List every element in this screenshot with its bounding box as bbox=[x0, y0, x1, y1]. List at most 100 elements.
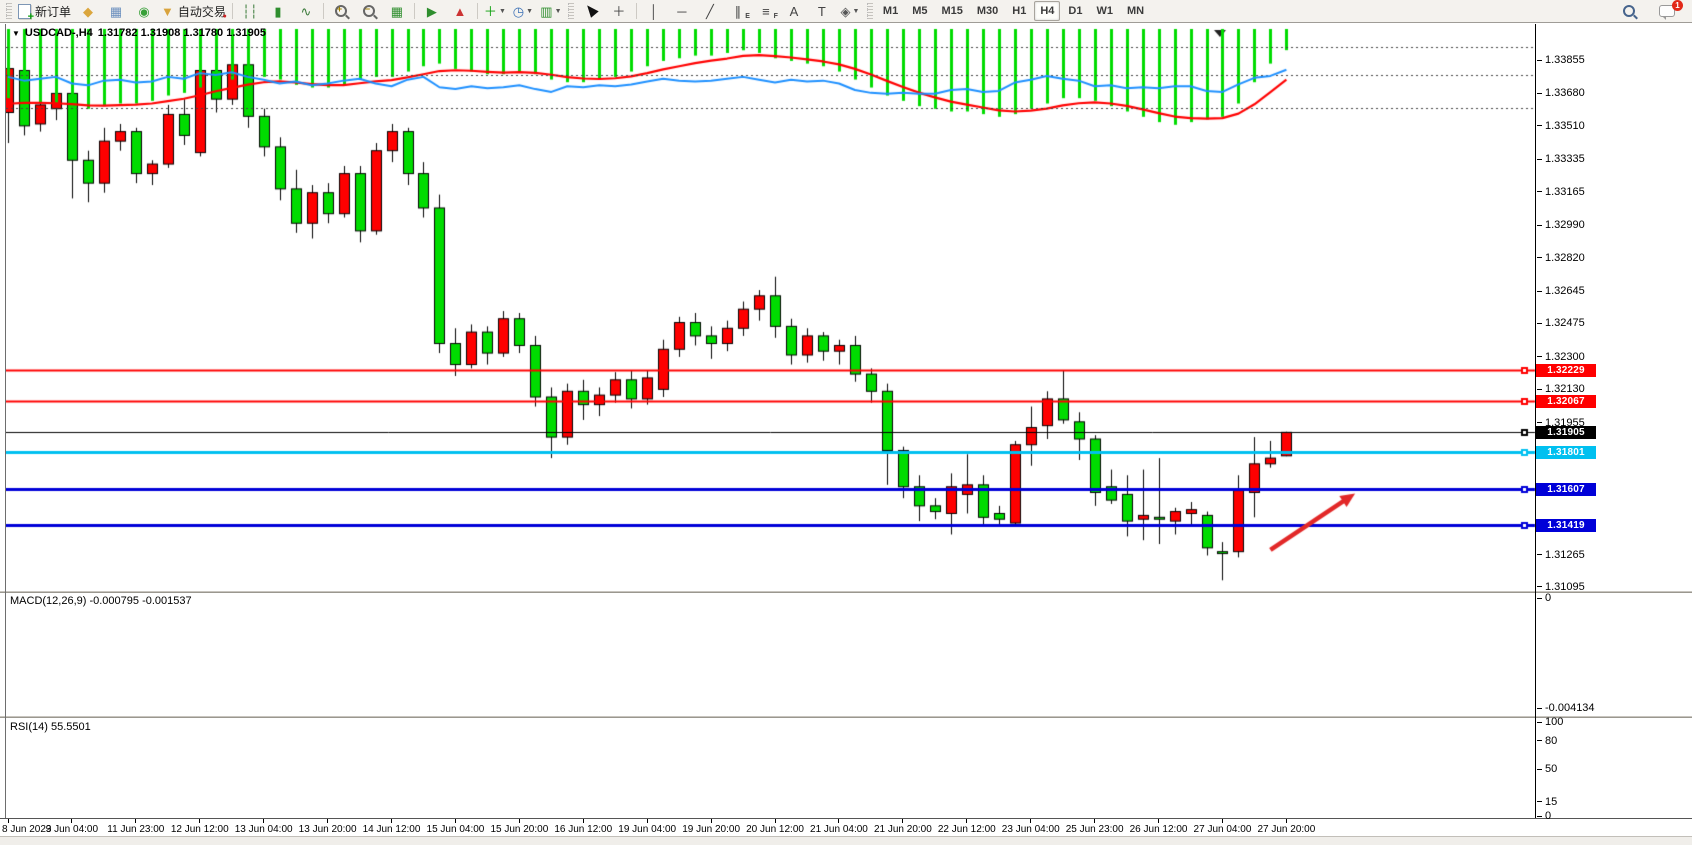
rsi-panel-canvas[interactable] bbox=[5, 24, 1536, 124]
time-tick-label: 21 Jun 20:00 bbox=[858, 819, 948, 835]
channel-button[interactable]: ∥ E bbox=[734, 3, 750, 21]
templates-button[interactable]: ▥ ▼ bbox=[537, 0, 565, 22]
chat-button[interactable]: 1 bbox=[1653, 0, 1683, 22]
time-tick-label: 14 Jun 12:00 bbox=[347, 819, 437, 835]
trendline-button[interactable]: ╱ bbox=[696, 0, 724, 22]
time-axis-line bbox=[0, 818, 1692, 819]
vertical-line-button[interactable]: │ bbox=[640, 0, 668, 22]
rsi-indicator-label: RSI(14) 55.5501 bbox=[10, 721, 91, 733]
time-tick-label: 27 Jun 20:00 bbox=[1241, 819, 1331, 835]
indicator-scale-label: 0 bbox=[1537, 592, 1551, 605]
time-tick-label: 16 Jun 12:00 bbox=[538, 819, 628, 835]
cursor-button[interactable] bbox=[577, 0, 605, 22]
notification-badge: 1 bbox=[1672, 0, 1683, 11]
horizontal-line-icon: ─ bbox=[677, 3, 687, 19]
toolbar-grip[interactable] bbox=[866, 3, 873, 19]
new-order-button[interactable]: 新订单 bbox=[15, 0, 74, 23]
symbol-dropdown-icon[interactable]: ▼ bbox=[12, 28, 20, 38]
search-button[interactable] bbox=[1615, 0, 1643, 22]
price-tick-label: 1.33165 bbox=[1537, 185, 1585, 198]
time-tick-label: 23 Jun 04:00 bbox=[986, 819, 1076, 835]
chevron-down-icon[interactable]: ▼ bbox=[554, 7, 562, 15]
macd-indicator-label: MACD(12,26,9) -0.000795 -0.001537 bbox=[10, 595, 192, 607]
time-tick-label: 25 Jun 23:00 bbox=[1050, 819, 1140, 835]
text-button[interactable]: A bbox=[780, 0, 808, 22]
timeframe-button-h1[interactable]: H1 bbox=[1012, 5, 1027, 17]
time-tick-label: 22 Jun 12:00 bbox=[922, 819, 1012, 835]
price-tick-label: 1.33680 bbox=[1537, 87, 1585, 100]
timeframe-button-m30[interactable]: M30 bbox=[976, 5, 999, 17]
cursor-icon bbox=[583, 2, 599, 18]
chevron-down-icon[interactable]: ▼ bbox=[526, 7, 534, 15]
price-tick-label: 1.32820 bbox=[1537, 251, 1585, 264]
panel-splitter-macd[interactable] bbox=[0, 591, 1692, 593]
chart-symbol-period: USDCAD-,H4 bbox=[24, 27, 93, 39]
text-label-button[interactable]: T bbox=[808, 0, 836, 22]
candlestick-chart-button[interactable]: ▮ bbox=[264, 0, 292, 22]
timeframe-button-mn[interactable]: MN bbox=[1126, 5, 1145, 17]
timeframe-button-w1[interactable]: W1 bbox=[1096, 5, 1113, 17]
auto-scroll-button[interactable]: ▶ bbox=[418, 0, 446, 22]
plot-left-border bbox=[5, 24, 6, 818]
time-tick-label: 15 Jun 04:00 bbox=[410, 819, 500, 835]
tile-windows-icon: ▦ bbox=[390, 3, 404, 19]
indicator-scale-label: 50 bbox=[1537, 763, 1557, 776]
time-tick-label: 20 Jun 12:00 bbox=[730, 819, 820, 835]
status-strip bbox=[0, 836, 1692, 845]
timeframe-button-m15[interactable]: M15 bbox=[941, 5, 963, 17]
chevron-down-icon[interactable]: ▼ bbox=[852, 7, 860, 15]
time-tick-label: 19 Jun 04:00 bbox=[602, 819, 692, 835]
price-tick-label: 1.32990 bbox=[1537, 219, 1585, 232]
toolbar-grip[interactable] bbox=[567, 3, 574, 19]
market-watch-button[interactable]: ▦ bbox=[102, 0, 130, 22]
chevron-down-icon[interactable]: ▼ bbox=[498, 7, 506, 15]
signal-button[interactable]: ◉ bbox=[130, 0, 158, 22]
panel-splitter-rsi[interactable] bbox=[0, 716, 1692, 718]
price-tick-label: 1.32130 bbox=[1537, 383, 1585, 396]
zoom-in-button[interactable]: + bbox=[327, 0, 355, 22]
arrows-button[interactable]: ◈ ▼ bbox=[836, 0, 864, 22]
indicators-icon: ＋ bbox=[483, 3, 497, 19]
bar-chart-button[interactable]: ┆┆ bbox=[236, 0, 264, 22]
chart-title: ▼ USDCAD-,H4 1.31782 1.31908 1.31780 1.3… bbox=[12, 27, 266, 39]
periods-button[interactable]: ◷ ▼ bbox=[509, 0, 537, 22]
timeframe-button-h4[interactable]: H4 bbox=[1034, 1, 1061, 21]
indicator-scale-label: 100 bbox=[1537, 716, 1563, 729]
price-tick-label: 1.31265 bbox=[1537, 548, 1585, 561]
toolbar: 新订单◆▦◉▼●自动交易┆┆▮∿+−▦▶▲＋▼◷▼▥▼＋│─╱∥E≡FAT◈▼M… bbox=[0, 0, 1692, 23]
indicator-scale-label: 15 bbox=[1537, 795, 1557, 808]
indicators-button[interactable]: ＋ ▼ bbox=[481, 0, 509, 22]
time-tick-label: 19 Jun 20:00 bbox=[666, 819, 756, 835]
signal-icon: ◉ bbox=[138, 3, 150, 19]
horizontal-line-button[interactable]: ─ bbox=[668, 0, 696, 22]
toolbar-separator bbox=[635, 3, 637, 19]
fibonacci-button[interactable]: ≡ F bbox=[762, 3, 778, 21]
time-tick-label: 13 Jun 20:00 bbox=[283, 819, 373, 835]
new-order-icon bbox=[18, 3, 34, 23]
chart-shift-button[interactable]: ▲ bbox=[446, 0, 474, 22]
crosshair-button[interactable]: ＋ bbox=[605, 0, 633, 22]
timeframe-button-m1[interactable]: M1 bbox=[882, 5, 899, 17]
tile-windows-button[interactable]: ▦ bbox=[383, 0, 411, 22]
auto-scroll-icon: ▶ bbox=[426, 3, 437, 19]
price-line-label: 1.31419 bbox=[1536, 518, 1596, 532]
line-chart-button[interactable]: ∿ bbox=[292, 0, 320, 22]
styles-button[interactable]: ◆ bbox=[74, 0, 102, 22]
timeframe-button-m5[interactable]: M5 bbox=[912, 5, 928, 17]
clock-icon: ◷ bbox=[512, 3, 525, 19]
price-tick-label: 1.31095 bbox=[1537, 580, 1585, 593]
time-tick-label: 9 Jun 04:00 bbox=[27, 819, 117, 835]
trendline-icon: ╱ bbox=[705, 3, 714, 19]
toolbar-grip[interactable] bbox=[6, 3, 12, 19]
bar-chart-icon: ┆┆ bbox=[242, 3, 258, 19]
price-tick-label: 1.32475 bbox=[1537, 317, 1585, 330]
autotrading-button[interactable]: ▼ ● 自动交易 bbox=[161, 3, 227, 21]
line-chart-icon: ∿ bbox=[300, 3, 312, 19]
vertical-line-icon: │ bbox=[649, 3, 658, 19]
time-tick-label: 21 Jun 04:00 bbox=[794, 819, 884, 835]
price-line-label: 1.31905 bbox=[1536, 425, 1596, 439]
timeframe-button-d1[interactable]: D1 bbox=[1068, 5, 1083, 17]
zoom-out-button[interactable]: − bbox=[355, 0, 383, 22]
zoom-in-icon: + bbox=[334, 4, 347, 17]
